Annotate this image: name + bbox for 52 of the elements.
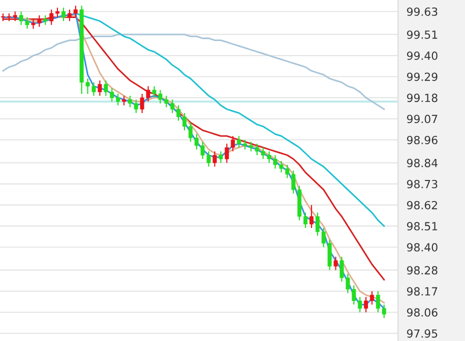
candlestick	[61, 7, 66, 22]
candlestick	[188, 122, 193, 142]
candlestick	[255, 143, 260, 156]
candlestick	[134, 99, 138, 114]
y-tick-label: 98.84	[407, 158, 438, 168]
candlestick	[116, 93, 120, 106]
candlestick	[303, 212, 308, 229]
candlestick	[376, 290, 380, 313]
y-tick-label: 98.06	[407, 308, 438, 317]
candlestick	[242, 139, 247, 150]
y-tick-label: 98.62	[407, 200, 438, 210]
y-tick-label: 99.29	[407, 72, 438, 82]
line-series	[2, 34, 385, 110]
candlestick	[74, 5, 78, 18]
candlestick	[110, 88, 114, 102]
candlestick	[212, 150, 217, 168]
y-tick-label: 98.17	[407, 287, 438, 296]
candlestick	[176, 104, 180, 122]
candlestick	[322, 227, 326, 248]
y-tick-label: 98.73	[407, 180, 438, 188]
y-tick-label: 99.40	[407, 52, 438, 60]
y-tick-label: 97.95	[407, 329, 438, 338]
candlestick	[358, 296, 362, 313]
candlestick	[43, 14, 48, 26]
candlestick	[182, 112, 187, 131]
candlestick	[328, 238, 332, 271]
candlestick	[194, 134, 199, 150]
candlestick	[309, 204, 314, 229]
y-tick-label: 99.63	[407, 7, 438, 16]
candlestick	[128, 95, 132, 108]
candlestick	[122, 95, 126, 106]
candlestick	[104, 80, 108, 96]
candlestick	[13, 10, 18, 22]
candlestick	[370, 290, 374, 306]
candlestick	[236, 135, 241, 148]
candlestick	[49, 9, 54, 26]
candlestick	[316, 212, 320, 236]
candlestick	[55, 7, 60, 18]
candlestick	[364, 296, 368, 313]
candlestick	[98, 80, 102, 96]
y-tick-label: 98.40	[407, 243, 438, 252]
candlestick	[334, 256, 338, 271]
candlestick	[218, 150, 223, 164]
candlestick	[382, 304, 386, 319]
y-tick-label: 98.28	[407, 266, 438, 274]
candlestick	[248, 141, 254, 152]
y-tick-label: 98.51	[407, 222, 438, 230]
y-tick-label: 99.18	[407, 94, 438, 102]
y-tick-label: 98.96	[407, 136, 438, 144]
candlestick	[68, 9, 72, 22]
y-tick-label: 99.51	[407, 30, 438, 39]
y-tick-label: 99.07	[407, 114, 438, 124]
